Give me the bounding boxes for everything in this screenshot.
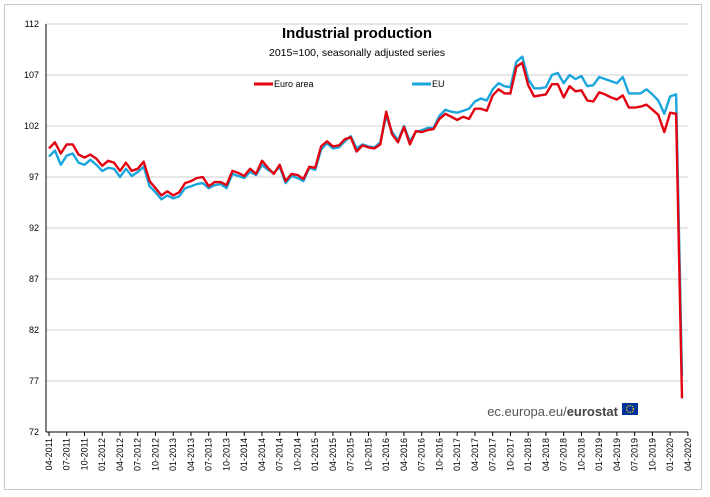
x-tick-label: 10-2014 [292,438,302,471]
x-tick-label: 07-2015 [346,438,356,471]
x-tick-label: 10-2011 [79,438,89,470]
x-tick-label: 01-2015 [310,438,320,471]
y-tick-label: 112 [25,19,39,29]
eu-flag-icon [622,403,638,415]
y-tick-label: 82 [29,325,39,335]
x-tick-label: 04-2011 [44,438,54,470]
x-tick-label: 01-2020 [665,438,675,471]
x-tick-label: 07-2014 [275,438,285,471]
legend-label-eu: EU [432,79,445,89]
x-tick-label: 10-2017 [505,438,515,471]
x-tick-label: 10-2013 [221,438,231,471]
legend-label-euro-area: Euro area [274,79,314,89]
x-tick-label: 10-2012 [150,438,160,471]
x-tick-label: 07-2013 [204,438,214,471]
x-tick-label: 01-2017 [452,438,462,471]
x-tick-label: 04-2017 [470,438,480,471]
x-tick-label: 07-2016 [417,438,427,471]
eurostat-credit: ec.europa.eu/eurostat [487,404,618,419]
y-tick-label: 102 [24,121,39,131]
y-tick-label: 92 [29,223,39,233]
credit-brand: eurostat [567,404,619,419]
y-tick-label: 107 [24,70,39,80]
y-tick-label: 87 [29,274,39,284]
x-tick-label: 04-2014 [257,438,267,471]
x-tick-label: 07-2019 [630,438,640,471]
y-tick-label: 72 [29,427,39,437]
x-tick-label: 07-2011 [62,438,72,470]
x-tick-label: 10-2015 [363,438,373,471]
x-tick-label: 04-2020 [683,438,693,471]
x-tick-label: 07-2012 [133,438,143,471]
x-tick-label: 04-2016 [399,438,409,471]
x-tick-label: 01-2014 [239,438,249,471]
x-tick-label: 01-2019 [594,438,604,471]
x-tick-label: 04-2013 [186,438,196,471]
x-tick-labels: 04-2011 07-2011 10-2011 01-2012 04-2012 07-20… [44,432,693,471]
chart-frame [4,4,702,490]
y-tick-labels: 72 77 82 87 92 97 102 107 112 [24,19,39,437]
x-tick-label: 04-2015 [328,438,338,471]
series-lines [48,55,684,399]
x-tick-label: 07-2017 [488,438,498,471]
x-tick-label: 01-2016 [381,438,391,471]
x-tick-label: 01-2018 [523,438,533,471]
x-tick-label: 01-2013 [168,438,178,471]
chart-title: Industrial production [282,25,432,42]
x-tick-label: 10-2018 [576,438,586,471]
x-tick-label: 04-2019 [612,438,622,471]
gridlines [46,23,688,382]
series-line-euro-area [48,61,684,399]
x-tick-label: 04-2012 [115,438,125,471]
legend: Euro area EU [254,79,445,89]
y-tick-label: 77 [29,376,39,386]
x-tick-label: 07-2018 [559,438,569,471]
x-tick-label: 10-2019 [647,438,657,471]
credit-site: ec.europa.eu/ [487,404,567,419]
chart-subtitle: 2015=100, seasonally adjusted series [269,47,445,59]
series-line-eu [48,55,684,376]
x-tick-label: 01-2012 [97,438,107,471]
y-tick-label: 97 [29,172,39,182]
x-tick-label: 04-2018 [541,438,551,471]
x-tick-label: 10-2016 [434,438,444,471]
